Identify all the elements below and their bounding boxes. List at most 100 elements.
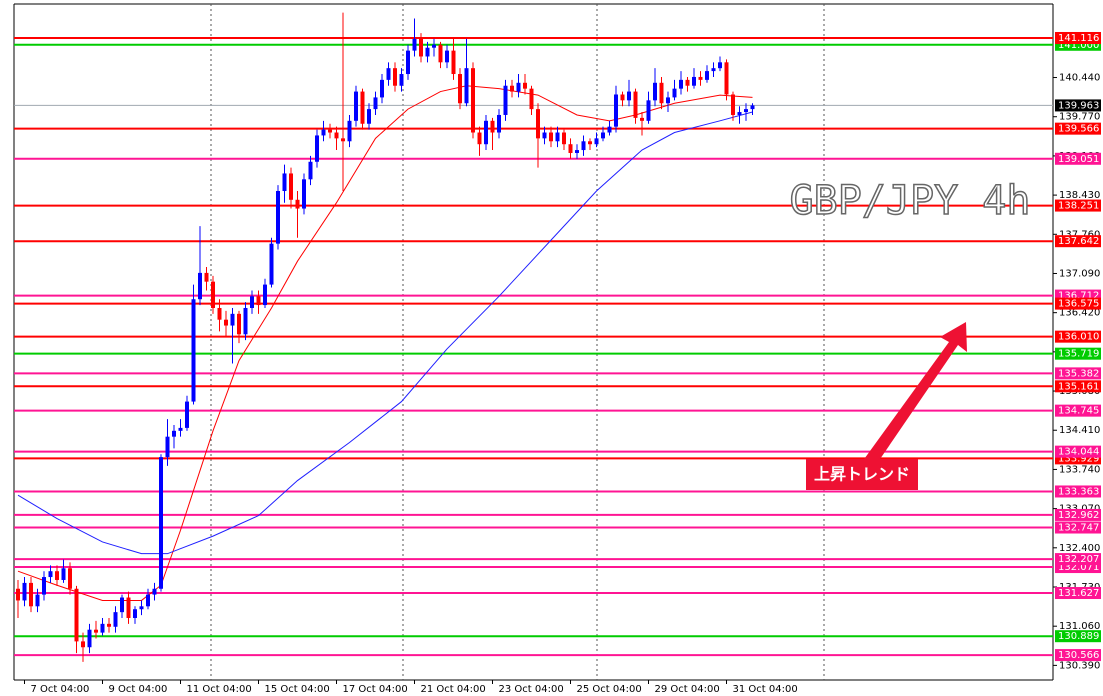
trend-arrow xyxy=(862,322,967,462)
candle-body xyxy=(653,82,657,101)
level-tag xyxy=(1055,630,1101,643)
candle-body xyxy=(698,76,703,80)
level-tag-label: 133.929 xyxy=(1058,453,1099,464)
candle-body xyxy=(107,623,111,627)
level-tag xyxy=(1055,367,1101,380)
level-tag-label: 135.382 xyxy=(1058,368,1099,379)
candle-body xyxy=(562,132,566,145)
candle-body xyxy=(588,141,592,145)
candle-body xyxy=(399,74,404,86)
candle-body xyxy=(471,68,475,133)
candle-body xyxy=(22,582,27,601)
y-tick-label: 137.090 xyxy=(1059,268,1100,279)
candle-body xyxy=(100,623,105,633)
candle-body xyxy=(178,427,183,431)
candle-body xyxy=(445,50,449,63)
x-tick-label: 25 Oct 04:00 xyxy=(577,684,642,695)
annotation-box xyxy=(806,459,918,490)
candle-body xyxy=(315,135,319,162)
candle-body xyxy=(237,313,241,335)
candle-body xyxy=(308,161,313,180)
candle-body xyxy=(646,100,651,121)
candle-body xyxy=(594,138,599,145)
candle-body xyxy=(185,401,189,428)
y-tick-label: 133.740 xyxy=(1059,464,1100,475)
candle-body xyxy=(360,91,365,124)
candle-body xyxy=(451,50,456,75)
candle-body xyxy=(744,109,748,113)
candle-body xyxy=(731,94,735,115)
candle-body xyxy=(211,281,215,308)
candle-body xyxy=(61,568,66,580)
level-tag-label: 132.071 xyxy=(1058,562,1099,573)
level-tag-label: 136.575 xyxy=(1058,299,1099,310)
candle-body xyxy=(204,272,209,282)
candle-body xyxy=(555,132,560,142)
y-tick-label: 137.760 xyxy=(1059,229,1100,240)
candle-body xyxy=(620,94,625,101)
level-tag-label: 130.566 xyxy=(1058,650,1099,661)
y-tick-label: 131.060 xyxy=(1059,621,1100,632)
candle-body xyxy=(334,132,339,139)
level-tag-label: 141.116 xyxy=(1058,33,1099,44)
x-tick-label: 17 Oct 04:00 xyxy=(343,684,408,695)
candle-body xyxy=(295,199,300,209)
candle-body xyxy=(497,114,501,133)
candle-body xyxy=(679,79,683,89)
candle-body xyxy=(458,74,462,104)
candle-body xyxy=(87,629,92,648)
candle-body xyxy=(386,68,391,80)
level-tag-label: 130.889 xyxy=(1058,631,1099,642)
candle-body xyxy=(412,38,417,51)
level-tag xyxy=(1055,587,1101,600)
candle-body xyxy=(256,296,261,306)
level-tag-label: 133.363 xyxy=(1058,486,1099,497)
candle-body xyxy=(55,571,59,580)
chart-title: GBP/JPY 4h xyxy=(790,178,1031,224)
candle-body xyxy=(737,112,742,115)
level-tag xyxy=(1055,152,1101,165)
candle-body xyxy=(243,307,248,335)
level-tag xyxy=(1055,380,1101,393)
candle-body xyxy=(81,641,85,648)
level-tag-label: 134.745 xyxy=(1058,406,1099,417)
candle-body xyxy=(159,457,163,589)
candle-body xyxy=(490,120,495,133)
candle-body xyxy=(516,82,521,92)
level-tag xyxy=(1055,330,1101,343)
level-tag-label: 141.000 xyxy=(1058,40,1099,51)
candle-body xyxy=(568,144,573,153)
y-tick-label: 130.390 xyxy=(1059,660,1100,671)
candle-body xyxy=(510,85,514,92)
level-tag xyxy=(1055,404,1101,417)
candle-body xyxy=(607,126,612,133)
level-tag-label: 136.010 xyxy=(1058,332,1099,343)
candle-body xyxy=(718,62,722,69)
candle-body xyxy=(126,597,131,618)
candle-body xyxy=(94,629,98,633)
y-tick-label: 138.430 xyxy=(1059,190,1100,201)
candle-body xyxy=(685,79,690,86)
candle-body xyxy=(575,150,579,153)
level-tag-label: 131.627 xyxy=(1058,588,1099,599)
level-tag-label: 139.051 xyxy=(1058,154,1099,165)
level-tag xyxy=(1055,445,1101,458)
y-tick-label: 136.420 xyxy=(1059,308,1100,319)
x-tick-label: 31 Oct 04:00 xyxy=(733,684,798,695)
candle-body xyxy=(341,138,345,142)
price-tag xyxy=(1055,99,1101,112)
y-tick-label: 139.770 xyxy=(1059,112,1100,123)
x-tick-label: 9 Oct 04:00 xyxy=(109,684,168,695)
candle-body xyxy=(373,97,378,110)
level-tag-label: 135.161 xyxy=(1058,381,1099,392)
candle-body xyxy=(217,307,222,320)
candle-body xyxy=(68,568,72,589)
candle-body xyxy=(692,76,696,86)
candle-body xyxy=(464,68,469,104)
candle-body xyxy=(367,109,371,124)
candle-body xyxy=(581,141,586,151)
candle-body xyxy=(659,82,664,104)
candle-body xyxy=(750,105,755,110)
candle-body xyxy=(484,120,488,145)
